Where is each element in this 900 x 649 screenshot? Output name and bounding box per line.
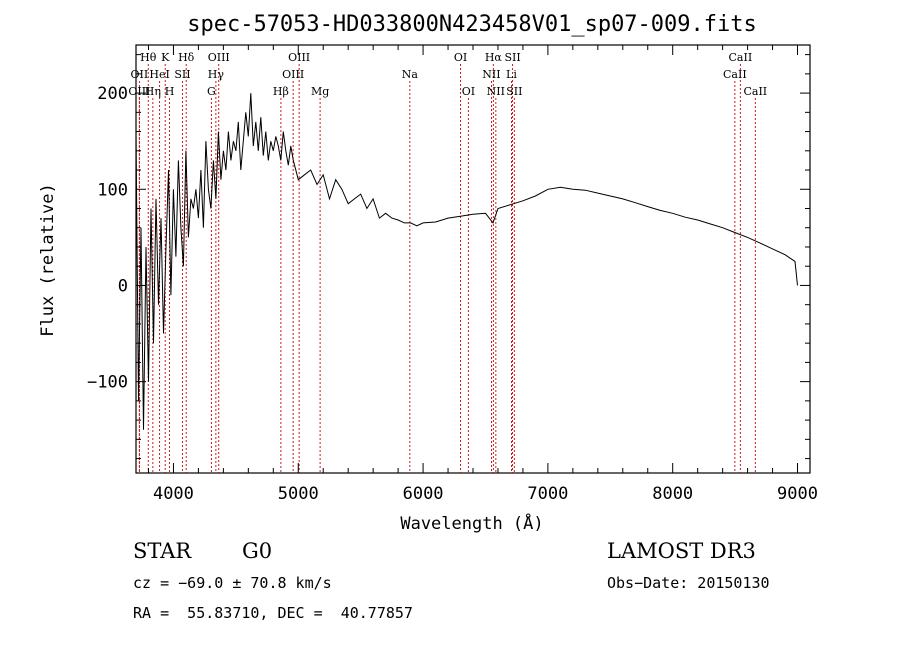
emission-line-label: H [165, 85, 175, 98]
y-tick-label: 0 [118, 276, 128, 296]
emission-line-label: Hη [145, 85, 161, 98]
coordinates: RA = 55.83710, DEC = 40.77857 [133, 604, 413, 622]
emission-line-label: OII [131, 68, 149, 81]
emission-line-label: Hθ [140, 51, 157, 64]
object-class: STAR [133, 539, 192, 563]
y-tick-label: −100 [87, 373, 128, 393]
emission-line-label: CaII [723, 68, 747, 81]
emission-line-label: Mg [311, 85, 329, 98]
emission-line-label: OIII [282, 68, 304, 81]
emission-line-label: K [161, 51, 170, 64]
emission-lines [138, 64, 756, 473]
emission-line-label: OIII [208, 51, 230, 64]
emission-line-label: NII [482, 68, 500, 81]
x-tick-label: 9000 [777, 484, 818, 504]
y-axis-ticks: −100 0 100 200 [87, 54, 810, 460]
subclass: G0 [242, 539, 273, 563]
emission-line-label: CaII [743, 85, 767, 98]
emission-line-label: Hβ [273, 85, 289, 98]
redshift: cz = −69.0 ± 70.8 km/s [133, 574, 332, 592]
x-tick-label: 4000 [153, 484, 194, 504]
emission-line-label: OIII [128, 85, 150, 98]
emission-line-label: G [207, 85, 216, 98]
x-tick-label: 5000 [278, 484, 319, 504]
x-tick-label: 7000 [527, 484, 568, 504]
emission-line-label: SII [506, 85, 522, 98]
emission-line-label: HeI [149, 68, 169, 81]
emission-line-label: Li [506, 68, 517, 81]
emission-line-label: OIII [288, 51, 310, 64]
x-axis-label: Wavelength (Å) [400, 512, 543, 534]
emission-line-label: CaII [729, 51, 753, 64]
emission-line-label: Hα [485, 51, 503, 64]
obs-date: Obs−Date: 20150130 [607, 574, 770, 592]
y-axis-label: Flux (relative) [38, 183, 58, 337]
y-tick-label: 200 [97, 84, 128, 104]
emission-line-label: Hδ [178, 51, 195, 64]
x-axis-ticks: 4000 5000 6000 7000 8000 9000 [147, 45, 818, 504]
x-tick-label: 8000 [652, 484, 693, 504]
x-tick-label: 6000 [403, 484, 444, 504]
emission-line-label: OI [462, 85, 475, 98]
emission-line-label: Hγ [208, 68, 225, 81]
emission-line-label: SII [504, 51, 520, 64]
survey-name: LAMOST DR3 [607, 539, 756, 563]
emission-line-label: NII [487, 85, 505, 98]
spectrum-line [135, 93, 798, 430]
emission-line-label: SII [174, 68, 190, 81]
emission-line-label: OI [454, 51, 467, 64]
chart-title: spec-57053-HD033800N423458V01_sp07-009.f… [187, 12, 757, 37]
plot-frame [135, 44, 811, 474]
y-tick-label: 100 [97, 180, 128, 200]
emission-line-label: Na [402, 68, 419, 81]
